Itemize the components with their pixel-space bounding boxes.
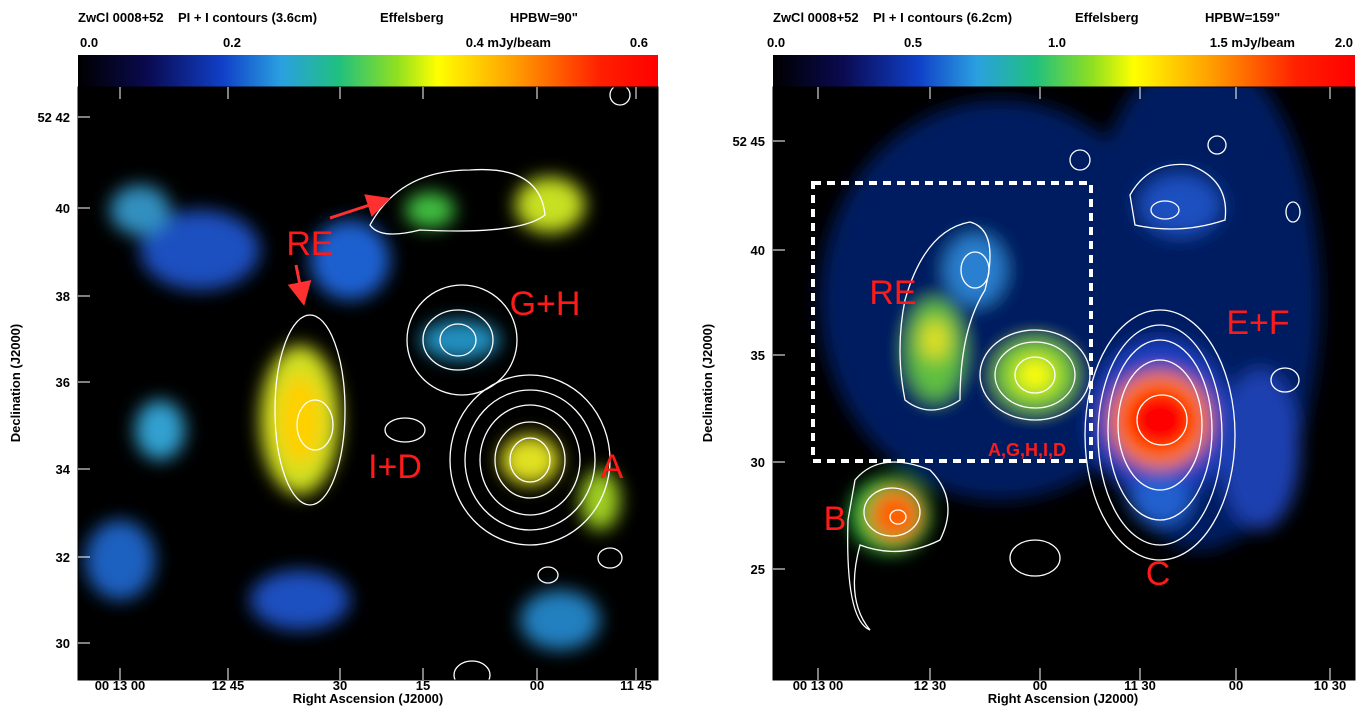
colorbar-tick-label: 1.0 — [1048, 35, 1066, 50]
annotation: I+D — [368, 448, 422, 486]
colorbar-tick-label: 0.2 — [223, 35, 241, 50]
colorbar-tick-label: 2.0 — [1335, 35, 1353, 50]
y-tick-label: 32 — [56, 550, 70, 565]
contours — [274, 87, 631, 680]
annotation: E+F — [1226, 304, 1289, 342]
region-box — [811, 181, 1093, 463]
colorbar — [78, 55, 658, 87]
y-tick-label: 30 — [751, 455, 765, 470]
colorbar — [773, 55, 1355, 87]
colorbar-tick-label: 1.5 mJy/beam — [1210, 35, 1295, 50]
x-tick-label: 00 13 00 — [95, 678, 146, 693]
colorbar-tick-label: 0.6 — [630, 35, 648, 50]
annotation: RE — [869, 274, 916, 312]
annotation: RE — [286, 225, 333, 263]
panel-title: PI + I contours (6.2cm) — [873, 10, 1012, 25]
map — [78, 87, 658, 680]
y-axis-label: Declination (J2000) — [700, 324, 715, 443]
panel-title: Effelsberg — [1075, 10, 1139, 25]
y-tick-label: 25 — [751, 562, 765, 577]
x-axis-label: Right Ascension (J2000) — [293, 691, 444, 706]
frame — [772, 86, 1356, 681]
arrow — [287, 264, 312, 306]
y-tick-label: 30 — [56, 636, 70, 651]
y-axis-label: Declination (J2000) — [8, 324, 23, 443]
x-tick-label: 11 45 — [620, 678, 652, 693]
panel-title: PI + I contours (3.6cm) — [178, 10, 317, 25]
panel-title: HPBW=159" — [1205, 10, 1280, 25]
y-tick-label: 40 — [56, 201, 70, 216]
annotation: C — [1146, 555, 1171, 593]
y-tick-label: 52 45 — [732, 134, 765, 149]
x-tick-label: 15 — [416, 678, 430, 693]
emission — [85, 177, 620, 650]
panel-title: HPBW=90" — [510, 10, 578, 25]
y-tick-label: 35 — [751, 348, 765, 363]
colorbar-tick-label: 0.0 — [80, 35, 98, 50]
x-tick-label: 00 — [1229, 678, 1243, 693]
colorbar-tick-label: 0.0 — [767, 35, 785, 50]
panel-title: ZwCl 0008+52 — [773, 10, 859, 25]
arrow — [329, 194, 391, 220]
contours — [847, 135, 1301, 631]
annotation: A — [601, 448, 624, 486]
annotation: B — [824, 500, 847, 538]
y-tick-label: 52 42 — [37, 110, 70, 125]
x-tick-label: 12 30 — [914, 678, 947, 693]
y-tick-label: 38 — [56, 289, 70, 304]
colorbar-tick-label: 0.4 mJy/beam — [466, 35, 551, 50]
x-axis-label: Right Ascension (J2000) — [988, 691, 1139, 706]
x-tick-label: 30 — [333, 678, 347, 693]
x-tick-label: 00 13 00 — [793, 678, 844, 693]
panel-title: ZwCl 0008+52 — [78, 10, 164, 25]
frame — [77, 86, 659, 681]
x-tick-label: 12 45 — [212, 678, 245, 693]
annotation: A,G,H,I,D — [988, 440, 1066, 460]
x-tick-label: 00 — [1033, 678, 1047, 693]
colorbar-tick-label: 0.5 — [904, 35, 922, 50]
x-tick-label: 00 — [530, 678, 544, 693]
y-tick-label: 36 — [56, 375, 70, 390]
panel-title: Effelsberg — [380, 10, 444, 25]
x-tick-label: 11 30 — [1124, 678, 1156, 693]
y-tick-label: 40 — [751, 243, 765, 258]
annotation: G+H — [510, 285, 581, 323]
x-tick-label: 10 30 — [1314, 678, 1347, 693]
y-tick-label: 34 — [56, 462, 71, 477]
